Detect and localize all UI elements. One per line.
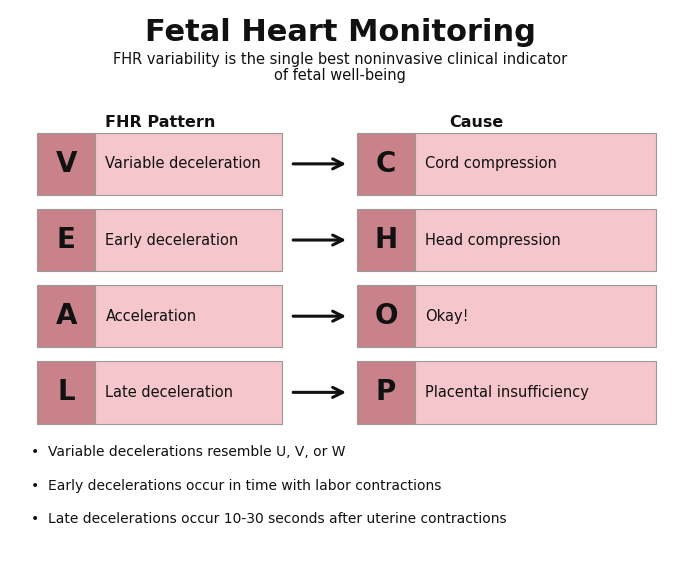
- Text: FHR Pattern: FHR Pattern: [105, 115, 215, 130]
- Text: Placental insufficiency: Placental insufficiency: [425, 385, 589, 400]
- Bar: [357, 285, 415, 347]
- Text: Okay!: Okay!: [425, 309, 469, 324]
- Text: E: E: [57, 226, 75, 254]
- Bar: [37, 209, 95, 271]
- Bar: [357, 361, 415, 424]
- Text: A: A: [56, 302, 77, 330]
- Bar: [37, 133, 95, 195]
- Text: Variable deceleration: Variable deceleration: [105, 156, 261, 171]
- Bar: [415, 209, 656, 271]
- Bar: [95, 133, 282, 195]
- Bar: [37, 361, 95, 424]
- Bar: [415, 285, 656, 347]
- Text: of fetal well-being: of fetal well-being: [274, 68, 406, 83]
- Text: Fetal Heart Monitoring: Fetal Heart Monitoring: [145, 18, 535, 47]
- Bar: [95, 285, 282, 347]
- Bar: [357, 209, 415, 271]
- Text: •  Late decelerations occur 10-30 seconds after uterine contractions: • Late decelerations occur 10-30 seconds…: [31, 512, 506, 526]
- Text: Head compression: Head compression: [425, 233, 561, 248]
- Text: O: O: [374, 302, 398, 330]
- Bar: [37, 285, 95, 347]
- Text: Early deceleration: Early deceleration: [105, 233, 239, 248]
- Bar: [95, 209, 282, 271]
- Text: •  Early decelerations occur in time with labor contractions: • Early decelerations occur in time with…: [31, 479, 441, 493]
- Text: Acceleration: Acceleration: [105, 309, 197, 324]
- Bar: [415, 133, 656, 195]
- Text: P: P: [376, 379, 396, 406]
- Text: L: L: [58, 379, 75, 406]
- Text: H: H: [374, 226, 398, 254]
- Text: C: C: [376, 150, 396, 178]
- Text: V: V: [56, 150, 77, 178]
- Text: Cord compression: Cord compression: [425, 156, 557, 171]
- Bar: [95, 361, 282, 424]
- Text: FHR variability is the single best noninvasive clinical indicator: FHR variability is the single best nonin…: [113, 52, 567, 67]
- Text: Cause: Cause: [449, 115, 503, 130]
- Text: Late deceleration: Late deceleration: [105, 385, 233, 400]
- Text: •  Variable decelerations resemble U, V, or W: • Variable decelerations resemble U, V, …: [31, 445, 345, 459]
- Bar: [357, 133, 415, 195]
- Bar: [415, 361, 656, 424]
